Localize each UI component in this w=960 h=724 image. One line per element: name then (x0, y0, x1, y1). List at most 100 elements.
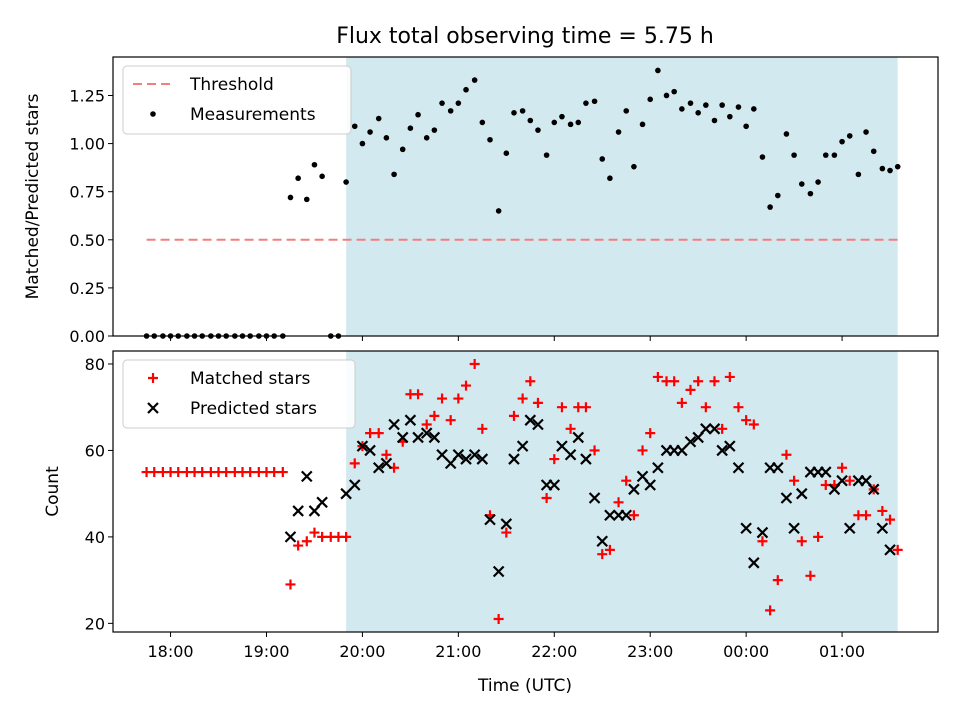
measurement-point (399, 146, 406, 153)
series-matched-stars (141, 358, 903, 625)
matched-point (541, 492, 552, 503)
matched-point (757, 536, 768, 547)
matched-point (645, 428, 656, 439)
measurement-point (807, 190, 814, 197)
matched-point (525, 376, 536, 387)
matched-point (604, 544, 615, 555)
matched-point (532, 397, 543, 408)
predicted-point (428, 431, 441, 444)
predicted-point (388, 418, 400, 431)
measurement-point (479, 119, 486, 126)
y-tick-label: 60 (85, 441, 105, 460)
measurement-point (287, 194, 294, 201)
matched-point (597, 549, 608, 560)
y-axis-label: Count (43, 466, 63, 517)
y-tick-label: 80 (85, 355, 105, 374)
axes-frame (112, 350, 939, 633)
predicted-point (404, 414, 417, 426)
measurement-point (831, 152, 838, 158)
matched-point (301, 536, 312, 547)
x-axis-label: Time (UTC) (477, 676, 572, 696)
axes-frame (112, 56, 939, 337)
predicted-point (484, 513, 496, 526)
predicted-point (604, 509, 616, 522)
matched-point (693, 376, 704, 387)
predicted-point (364, 444, 376, 457)
measurement-point (559, 113, 565, 120)
matched-point (445, 415, 456, 426)
measurement-point (767, 204, 773, 210)
measurement-point (695, 110, 701, 116)
measurement-point (487, 136, 493, 143)
predicted-point (867, 483, 880, 496)
measurement-point (623, 108, 630, 114)
measurement-point (711, 117, 718, 124)
measurement-point (319, 173, 325, 180)
matched-point (813, 531, 824, 542)
predicted-point (564, 448, 577, 461)
measurement-point (591, 98, 598, 105)
measurement-point (879, 165, 886, 172)
measurement-point (751, 106, 757, 112)
measurement-point (543, 152, 550, 158)
predicted-point (843, 522, 856, 535)
matched-point (373, 428, 384, 439)
matched-point (877, 505, 888, 516)
measurement-point (599, 156, 606, 162)
matched-point (733, 402, 744, 413)
x-tick-label: 22:00 (531, 642, 577, 661)
measurement-point (463, 86, 469, 93)
matched-point (508, 410, 519, 421)
predicted-point (644, 479, 656, 491)
predicted-point (508, 453, 520, 465)
matched-point (589, 445, 600, 456)
matched-point (293, 540, 304, 551)
measurement-point (791, 152, 797, 158)
predicted-point (436, 448, 448, 461)
measurement-point (383, 135, 390, 141)
measurement-point (759, 154, 766, 160)
matched-point (453, 393, 464, 404)
y-tick-label: 0.75 (69, 183, 105, 202)
measurement-point (511, 110, 517, 116)
measurement-point (631, 163, 637, 170)
matched-point (437, 393, 448, 404)
predicted-point (628, 483, 640, 496)
matched-point (805, 570, 816, 581)
predicted-point (748, 557, 760, 569)
matched-point (501, 527, 512, 538)
legend-box (122, 65, 352, 135)
legend-measurement-swatch (150, 111, 156, 117)
matched-point (724, 371, 735, 382)
measurement-point (839, 138, 845, 145)
matched-point (669, 376, 680, 387)
predicted-point (420, 427, 433, 439)
predicted-point (684, 436, 697, 448)
measurement-point (503, 150, 510, 157)
matched-point (861, 510, 872, 521)
measurement-point (663, 92, 670, 99)
measurement-point (311, 161, 318, 168)
measurement-point (615, 129, 622, 135)
predicted-point (372, 461, 385, 474)
measurement-point (822, 152, 829, 158)
measurement-point (815, 179, 821, 185)
x-tick-label: 19:00 (243, 642, 289, 661)
measurement-point (870, 148, 877, 155)
observing-interval-shade (346, 57, 898, 336)
y-tick-label: 0.25 (69, 279, 105, 298)
matched-point (349, 458, 360, 469)
measurement-point (679, 106, 685, 112)
predicted-point (452, 448, 465, 461)
measurement-point (519, 108, 526, 114)
legend-entry-label: Matched stars (190, 369, 310, 389)
predicted-point (836, 474, 848, 487)
predicted-point (788, 522, 800, 535)
legend-matched-swatch (148, 373, 158, 383)
predicted-point (772, 461, 784, 474)
predicted-point (588, 492, 601, 504)
measurement-point (415, 111, 421, 118)
predicted-point (284, 531, 297, 543)
matched-point (365, 428, 376, 439)
